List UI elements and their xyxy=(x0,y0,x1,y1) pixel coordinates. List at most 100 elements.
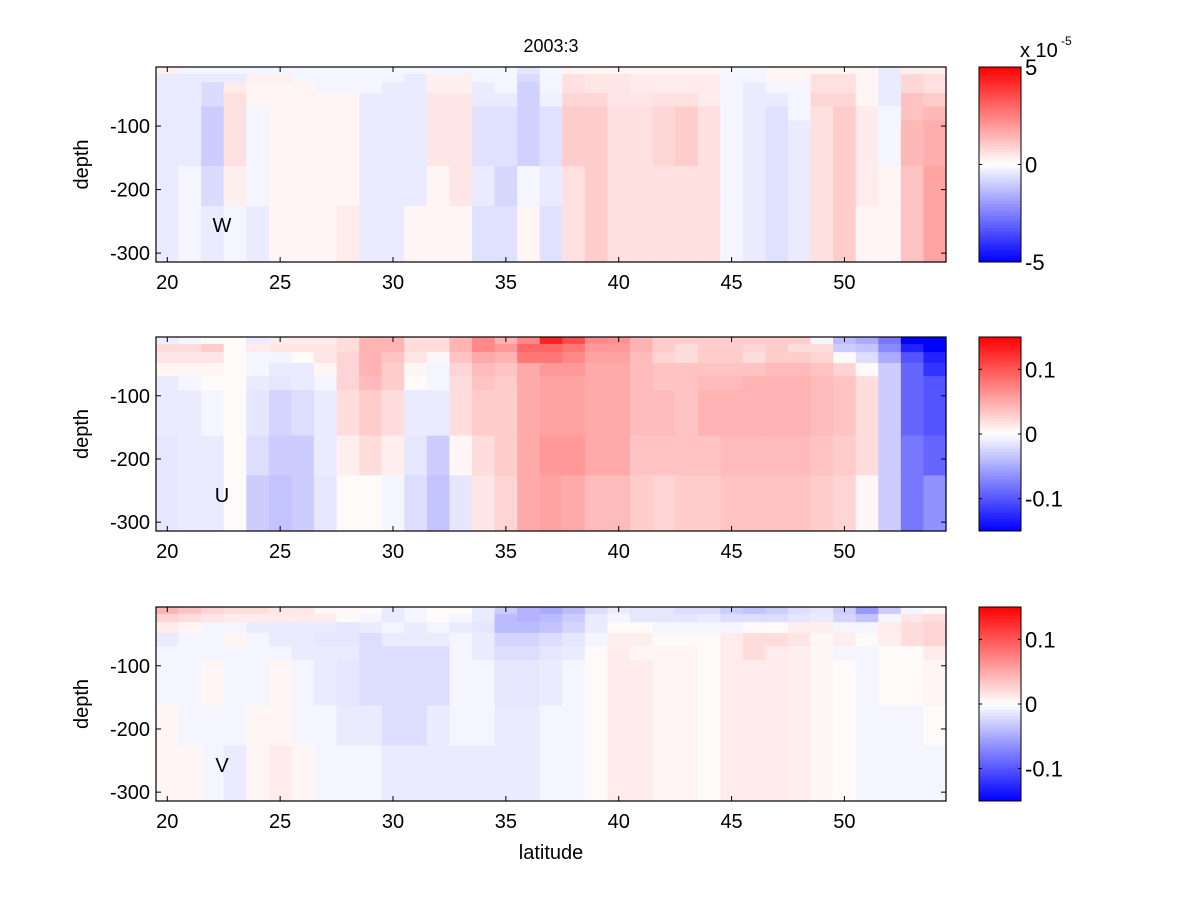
heatmap-cell xyxy=(607,613,631,623)
heatmap-cell xyxy=(630,622,654,634)
heatmap-cell xyxy=(900,646,925,661)
heatmap-cell xyxy=(584,120,609,167)
heatmap-cell xyxy=(472,613,496,623)
heatmap-cell xyxy=(652,343,676,353)
heatmap-cell xyxy=(562,607,586,615)
heatmap-cell xyxy=(246,390,270,437)
y-axis-label: depth xyxy=(71,139,93,189)
heatmap-cell xyxy=(291,343,315,353)
panel-label: V xyxy=(215,755,229,777)
heatmap-cell xyxy=(246,337,270,345)
colorbar-swatch xyxy=(979,512,1021,517)
heatmap-cell xyxy=(336,352,360,364)
heatmap-cell xyxy=(449,705,473,746)
heatmap-cell xyxy=(381,390,405,437)
heatmap-cell xyxy=(923,73,947,83)
heatmap-cell xyxy=(833,745,857,802)
heatmap-cell xyxy=(314,106,338,121)
colorbar-swatch xyxy=(979,515,1021,520)
heatmap-cell xyxy=(765,376,789,391)
heatmap-cell xyxy=(810,337,834,345)
heatmap-cell xyxy=(517,607,541,615)
heatmap-cell xyxy=(765,206,789,263)
heatmap-cell xyxy=(607,390,631,437)
x-tick-label: 20 xyxy=(156,272,178,294)
heatmap-cell xyxy=(494,622,518,634)
heatmap-cell xyxy=(336,660,360,707)
heatmap-cell xyxy=(359,705,383,746)
colorbar-swatch xyxy=(979,449,1021,453)
heatmap-cell xyxy=(449,106,473,121)
colorbar-swatch xyxy=(979,382,1021,386)
heatmap-cell xyxy=(923,206,947,263)
heatmap-cell xyxy=(855,435,879,476)
colorbar-swatch xyxy=(979,785,1021,790)
colorbar-swatch xyxy=(979,343,1021,347)
heatmap-cell xyxy=(449,390,473,437)
heatmap-cell xyxy=(314,745,338,802)
heatmap-cell xyxy=(156,206,180,263)
heatmap-cell xyxy=(630,613,654,623)
heatmap-cell xyxy=(652,73,676,83)
heatmap-cell xyxy=(246,475,270,532)
colorbar-swatch xyxy=(979,719,1021,723)
heatmap-cell xyxy=(697,607,721,615)
colorbar-swatch xyxy=(979,518,1021,523)
colorbar-swatch xyxy=(979,634,1021,638)
heatmap-cell xyxy=(472,73,496,83)
heatmap-cell xyxy=(359,337,383,345)
heatmap-cell xyxy=(630,337,654,345)
heatmap-cell xyxy=(833,622,857,634)
heatmap-cell xyxy=(178,632,202,647)
heatmap-cell xyxy=(359,632,383,647)
heatmap-cell xyxy=(810,67,834,75)
heatmap-cell xyxy=(855,745,879,802)
heatmap-cell xyxy=(314,607,338,615)
colorbar-swatch xyxy=(979,725,1021,729)
colorbar-swatch xyxy=(979,76,1021,80)
colorbar-swatch xyxy=(979,115,1021,120)
colorbar-swatch xyxy=(979,722,1021,726)
heatmap-cell xyxy=(381,613,405,623)
heatmap-cell xyxy=(291,622,315,634)
heatmap-cell xyxy=(788,82,812,94)
heatmap-cell xyxy=(855,607,879,615)
heatmap-cell xyxy=(291,475,315,532)
heatmap-cell xyxy=(833,632,857,647)
colorbar-swatch xyxy=(979,204,1021,208)
heatmap-cell xyxy=(246,705,270,746)
heatmap-cell xyxy=(494,362,518,377)
heatmap-cell xyxy=(156,166,180,207)
heatmap-cell xyxy=(765,607,789,615)
heatmap-cell xyxy=(788,93,812,107)
heatmap-cell xyxy=(675,206,699,263)
heatmap-cell xyxy=(404,166,428,207)
heatmap-cell xyxy=(246,660,270,707)
heatmap-cell xyxy=(697,343,721,353)
colorbar-swatch xyxy=(979,446,1021,450)
colorbar-swatch xyxy=(979,234,1021,239)
colorbar-swatch xyxy=(979,658,1021,663)
heatmap-cell xyxy=(697,362,721,377)
heatmap-cell xyxy=(562,646,586,661)
heatmap-cell xyxy=(742,206,767,263)
heatmap-cell xyxy=(900,613,925,623)
heatmap-cell xyxy=(246,106,270,121)
heatmap-cell xyxy=(607,475,631,532)
heatmap-cell xyxy=(720,660,744,707)
heatmap-cell xyxy=(539,106,563,121)
heatmap-cell xyxy=(404,390,428,437)
heatmap-cell xyxy=(472,362,496,377)
heatmap-cell xyxy=(539,622,563,634)
heatmap-cell xyxy=(517,475,541,532)
heatmap-cell xyxy=(923,632,947,647)
y-tick-label: -300 xyxy=(110,512,150,534)
colorbar-swatch xyxy=(979,613,1021,617)
heatmap-cell xyxy=(652,745,676,802)
heatmap-cell xyxy=(923,67,947,75)
heatmap-cell xyxy=(178,745,202,802)
heatmap-cell xyxy=(607,622,631,634)
heatmap-cell xyxy=(449,376,473,391)
heatmap-cell xyxy=(900,660,925,707)
heatmap-cell xyxy=(201,67,225,75)
